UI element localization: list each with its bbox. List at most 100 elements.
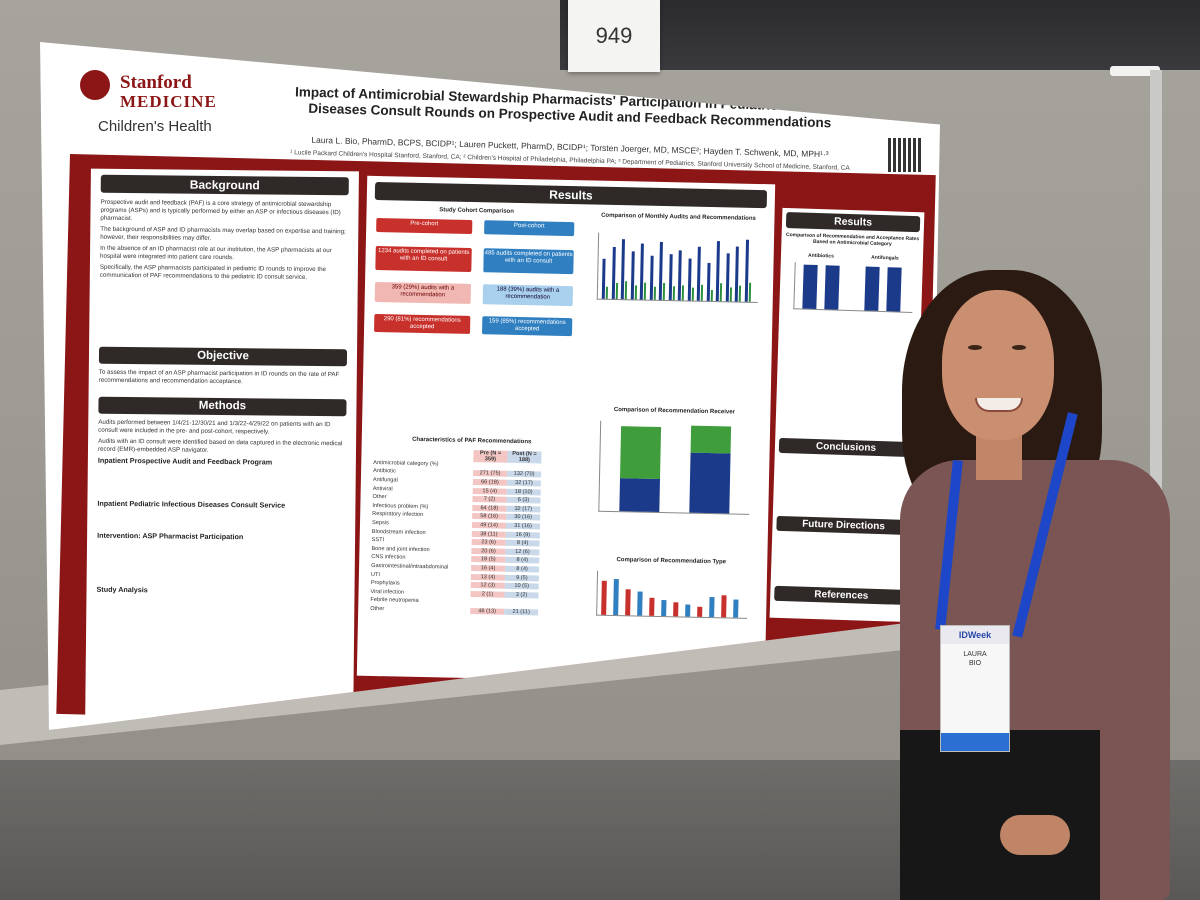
methods-filler [98, 467, 346, 478]
paf-table-cell: 30 (16) [506, 514, 541, 521]
type-bar [709, 597, 715, 618]
paf-table-cell: 2 (1) [470, 590, 505, 598]
type-bar [721, 595, 727, 618]
paf-table-cell: 271 (75) [473, 470, 508, 478]
methods-point: Audits performed between 1/4/21-12/30/21… [98, 418, 331, 436]
paf-table-cell: Other [370, 605, 385, 613]
type-bar [733, 599, 739, 618]
pre-recs-box: 359 (29%) audits with a recommendation [374, 281, 472, 304]
type-chart-title: Comparison of Recommendation Type [616, 557, 727, 566]
paf-table: Pre (N = 359) Post (N = 188) Antimicrobial… [370, 450, 542, 617]
paf-table-cell [373, 454, 473, 456]
background-point: Prospective audit and feedback (PAF) is … [100, 198, 341, 223]
left-column: Background Prospective audit and feedbac… [85, 168, 359, 730]
monthly-bar-accepted [634, 285, 637, 300]
antibiotics-label: Antibiotics [807, 252, 834, 260]
paf-table-cell: 23 (6) [471, 539, 506, 546]
type-bar [661, 600, 667, 617]
monthly-bar-accepted [605, 286, 609, 299]
monthly-bar-accepted [662, 282, 666, 301]
monthly-bar-accepted [700, 284, 704, 301]
research-poster: Stanford MEDICINE Children's Health Impa… [40, 42, 940, 730]
qr-code-icon [888, 138, 922, 172]
pre-audits-box: 1234 audits completed on patients with a… [375, 245, 472, 272]
paf-table-cell: 8 (4) [505, 557, 540, 564]
monthly-bar-accepted [653, 286, 656, 300]
stanford-logo-icon [80, 70, 110, 100]
paf-table-cell [470, 602, 505, 604]
paf-table-cell: 8 (4) [505, 539, 540, 547]
background-header: Background [100, 174, 349, 196]
badge-brand: IDWeek [941, 626, 1009, 644]
pants [900, 730, 1100, 900]
monthly-bar-accepted [729, 287, 732, 302]
paf-table-cell: 13 (4) [470, 573, 505, 581]
monthly-bar-accepted [748, 283, 751, 302]
paf-table-cell: 18 (5) [471, 556, 506, 564]
presenter-person: IDWeek LAURA BIO [880, 260, 1170, 900]
objective-header: Objective [98, 346, 348, 367]
methods-subhead: Inpatient Prospective Audit and Feedback… [97, 455, 273, 467]
ceiling-light [1110, 66, 1160, 76]
monthly-bar-accepted [738, 285, 742, 302]
cat-bar [864, 266, 880, 311]
arm [1090, 510, 1168, 850]
monthly-bar-accepted [710, 289, 713, 302]
paf-table-cell: 32 (17) [506, 479, 541, 487]
background-point: In the absence of an ID pharmacist role … [99, 244, 332, 262]
receiver-bar-pre-id [619, 478, 660, 512]
paf-table-cell: 132 (70) [506, 471, 542, 478]
paf-table-cell: 12 (3) [470, 582, 505, 589]
type-bar [637, 591, 643, 616]
type-bar [685, 604, 691, 617]
ceiling [560, 0, 1200, 70]
receiver-bar-post-primary [690, 425, 732, 454]
paf-table-cell: 64 (18) [472, 504, 507, 512]
type-bar [673, 602, 679, 617]
paf-table-cell: 10 (5) [504, 582, 539, 590]
logo-line3: Children's Health [98, 118, 212, 135]
conference-badge: IDWeek LAURA BIO [940, 625, 1010, 752]
badge-first-name: LAURA [963, 651, 987, 658]
logo-line2: MEDICINE [120, 92, 217, 111]
monthly-bar-accepted [719, 283, 723, 302]
paf-table-title: Characteristics of PAF Recommendations [412, 436, 532, 446]
paf-table-cell: 49 (14) [471, 522, 507, 529]
paf-table-cell: 18 (10) [506, 488, 541, 496]
paf-table-cell: 32 (17) [506, 505, 541, 513]
paf-table-cell: 7 (2) [472, 496, 507, 504]
monthly-bar-accepted [624, 281, 628, 300]
face [942, 290, 1054, 440]
booth-number-card: 949 [568, 0, 660, 72]
paf-table-cell: 8 (4) [505, 565, 540, 573]
smile [975, 398, 1023, 412]
badge-footer [941, 733, 1009, 751]
post-audits-box: 485 audits completed on patients with an… [483, 248, 574, 275]
paf-table-cell: 3 (2) [504, 591, 539, 599]
background-point: The background of ASP and ID pharmacists… [100, 225, 346, 242]
paf-table-cell: 20 (6) [471, 547, 506, 555]
logo-line1: Stanford [120, 72, 192, 93]
eye [1012, 345, 1026, 350]
paf-table-cell: 16 (9) [505, 531, 540, 539]
monthly-bar-accepted [681, 285, 685, 301]
methods-header: Methods [98, 396, 347, 417]
methods-point: Audits with an ID consult were identifie… [97, 437, 343, 454]
background-point: Specifically, the ASP pharmacists partic… [99, 263, 327, 281]
type-bar [625, 589, 631, 616]
study-cohort-title: Study Cohort Comparison [439, 207, 514, 215]
type-bar [649, 597, 655, 616]
results-header: Results [374, 181, 768, 209]
paf-table-cell: 6 (3) [506, 497, 541, 504]
receiver-chart [598, 420, 752, 515]
type-bar [601, 580, 607, 615]
paf-table-cell [507, 465, 542, 467]
cat-bar [824, 265, 840, 310]
paf-table-cell: 9 (5) [504, 574, 539, 582]
paf-table-cell: 31 (16) [505, 522, 541, 530]
monthly-bar-accepted [643, 282, 647, 300]
monthly-bar-accepted [615, 283, 618, 300]
cat-bar [802, 264, 818, 309]
paf-table-cell: Post (N = 188) [507, 451, 542, 464]
